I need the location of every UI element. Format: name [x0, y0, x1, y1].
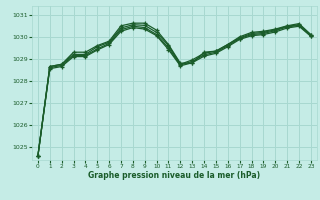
X-axis label: Graphe pression niveau de la mer (hPa): Graphe pression niveau de la mer (hPa): [88, 171, 260, 180]
